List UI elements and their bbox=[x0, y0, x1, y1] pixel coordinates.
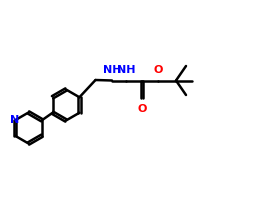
Text: NH: NH bbox=[103, 65, 121, 75]
Text: NH: NH bbox=[117, 65, 136, 75]
Text: O: O bbox=[137, 104, 147, 114]
Text: O: O bbox=[153, 65, 163, 75]
Text: N: N bbox=[10, 115, 19, 125]
